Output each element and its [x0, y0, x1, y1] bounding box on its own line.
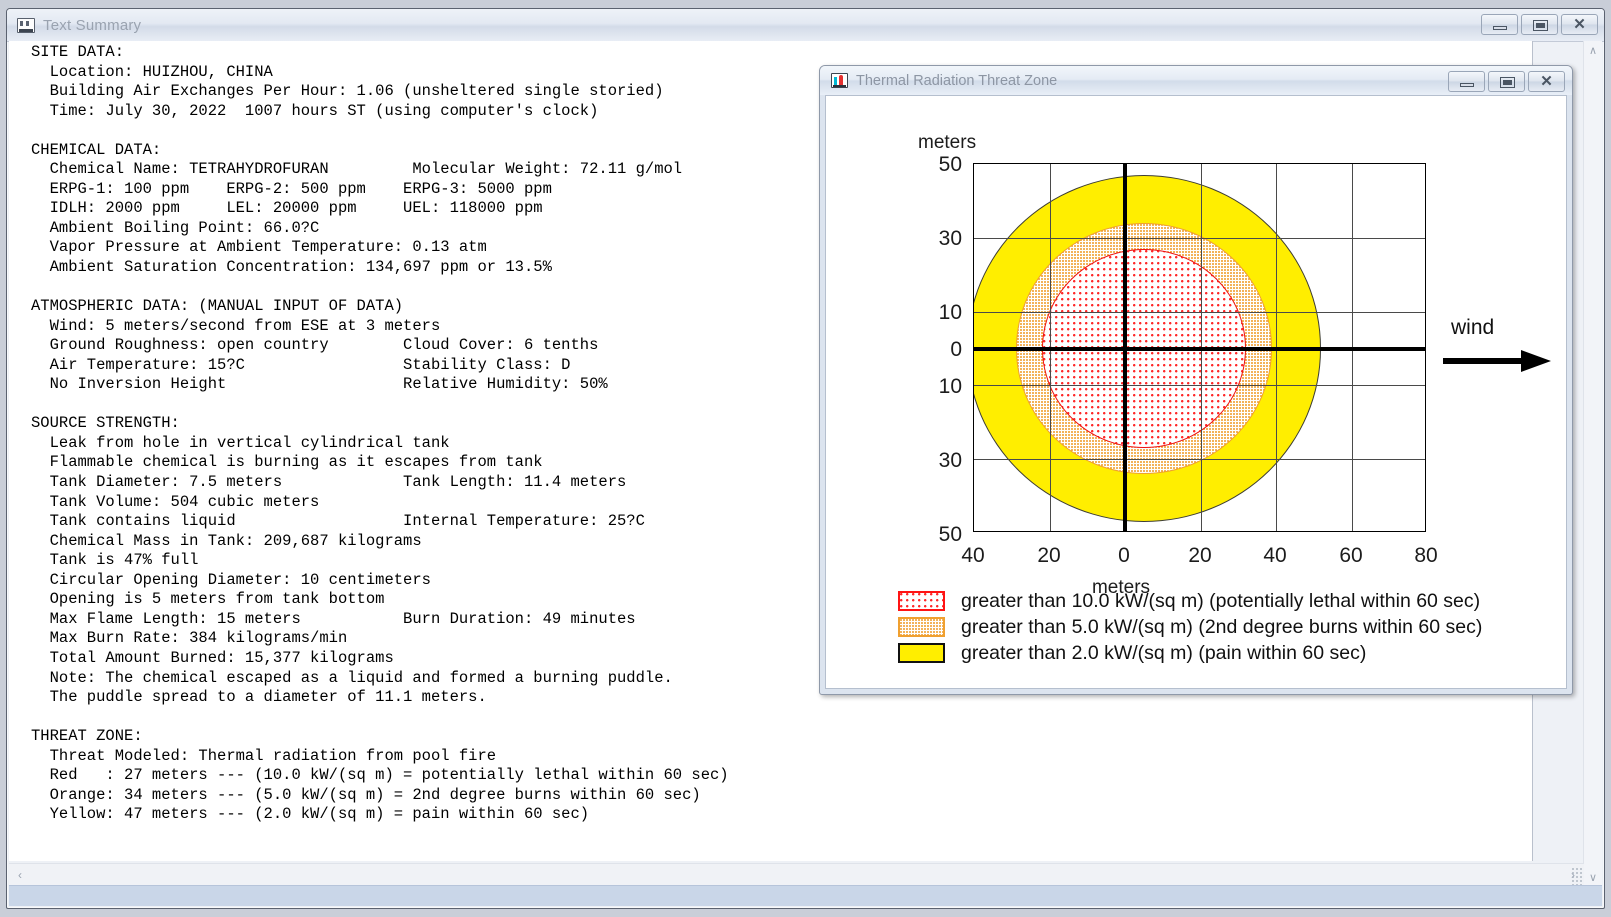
y-tick-label: 10: [938, 301, 962, 324]
x-tick-label: 40: [1263, 544, 1287, 567]
chart-restore-button[interactable]: [1488, 71, 1525, 92]
restore-button[interactable]: [1521, 14, 1558, 35]
threat-zone-icon: [831, 73, 848, 88]
legend-label-orange: greater than 5.0 kW/(sq m) (2nd degree b…: [961, 615, 1483, 638]
y-tick-label: 30: [938, 227, 962, 250]
x-tick-label: 0: [1118, 544, 1130, 567]
chart-close-button[interactable]: ✕: [1528, 71, 1565, 92]
legend-label-red: greater than 10.0 kW/(sq m) (potentially…: [961, 589, 1481, 612]
wind-label: wind: [1451, 316, 1495, 339]
y-tick-label: 50: [938, 523, 962, 546]
plot-area[interactable]: [973, 163, 1426, 532]
x-axis-label-wrap: meters: [826, 577, 1566, 599]
vertical-scrollbar[interactable]: ∧ ∨: [1583, 41, 1602, 886]
chart-window-titlebar[interactable]: Thermal Radiation Threat Zone ✕: [820, 66, 1572, 95]
legend-swatch-orange: [898, 617, 945, 637]
restore-icon-inner: [1503, 80, 1512, 85]
thermal-radiation-threat-zone-window: Thermal Radiation Threat Zone ✕: [819, 65, 1573, 695]
legend-item: greater than 10.0 kW/(sq m) (potentially…: [898, 588, 1558, 614]
scroll-down-icon[interactable]: ∨: [1588, 871, 1598, 884]
close-icon: ✕: [1540, 73, 1553, 90]
x-tick-label: 80: [1414, 544, 1438, 567]
legend-swatch-yellow: [898, 643, 945, 663]
close-button[interactable]: ✕: [1561, 14, 1598, 35]
y-tick-label: 0: [950, 338, 962, 361]
legend-label-yellow: greater than 2.0 kW/(sq m) (pain within …: [961, 641, 1367, 664]
scroll-up-icon[interactable]: ∧: [1588, 44, 1598, 57]
y-axis-label: meters: [918, 132, 977, 153]
x-tick-label: 40: [961, 544, 985, 567]
axis-horizontal-zero: [974, 346, 1425, 351]
scroll-left-icon[interactable]: ‹: [18, 868, 22, 882]
chart-minimize-button[interactable]: [1448, 71, 1485, 92]
restore-icon: [1500, 77, 1515, 88]
restore-icon-inner: [1536, 23, 1545, 28]
chart-window-controls: ✕: [1448, 71, 1565, 92]
legend-item: greater than 2.0 kW/(sq m) (pain within …: [898, 640, 1558, 666]
x-tick-label: 20: [1037, 544, 1061, 567]
window-title: Text Summary: [43, 16, 142, 34]
window-titlebar[interactable]: Text Summary ✕: [7, 9, 1604, 42]
restore-icon: [1533, 20, 1548, 31]
resize-grip[interactable]: [1570, 866, 1584, 886]
text-document-icon: [17, 17, 35, 33]
x-tick-label: 20: [1188, 544, 1212, 567]
chart-legend: greater than 10.0 kW/(sq m) (potentially…: [898, 588, 1558, 666]
gridline-horizontal: [974, 459, 1425, 461]
window-controls: ✕: [1481, 14, 1598, 35]
horizontal-scrollbar[interactable]: ‹ ›: [9, 863, 1584, 886]
minimize-button[interactable]: [1481, 14, 1518, 35]
wind-arrow-icon: [1443, 350, 1551, 372]
y-tick-label: 10: [938, 375, 962, 398]
legend-swatch-red: [898, 591, 945, 611]
x-tick-label: 60: [1339, 544, 1363, 567]
y-tick-label: 50: [938, 153, 962, 176]
chart-canvas: meters 50 30 10 0 10 30 50: [825, 95, 1567, 689]
minimize-icon: [1493, 26, 1507, 30]
text-summary-window: Text Summary ✕ SITE DATA: Location: HUIZ…: [6, 8, 1605, 909]
plot-wrapper: meters 50 30 10 0 10 30 50: [826, 96, 1566, 688]
close-icon: ✕: [1573, 16, 1586, 33]
y-tick-label: 30: [938, 449, 962, 472]
legend-item: greater than 5.0 kW/(sq m) (2nd degree b…: [898, 614, 1558, 640]
gridline-horizontal: [974, 385, 1425, 387]
wind-indicator: wind: [1443, 316, 1563, 376]
minimize-icon: [1460, 83, 1474, 87]
summary-text-content: SITE DATA: Location: HUIZHOU, CHINA Buil…: [31, 43, 729, 824]
status-bar: [9, 885, 1602, 906]
chart-window-title: Thermal Radiation Threat Zone: [856, 72, 1058, 89]
gridline-horizontal: [974, 311, 1425, 313]
x-axis-label: meters: [1091, 577, 1151, 598]
gridline-horizontal: [974, 237, 1425, 239]
